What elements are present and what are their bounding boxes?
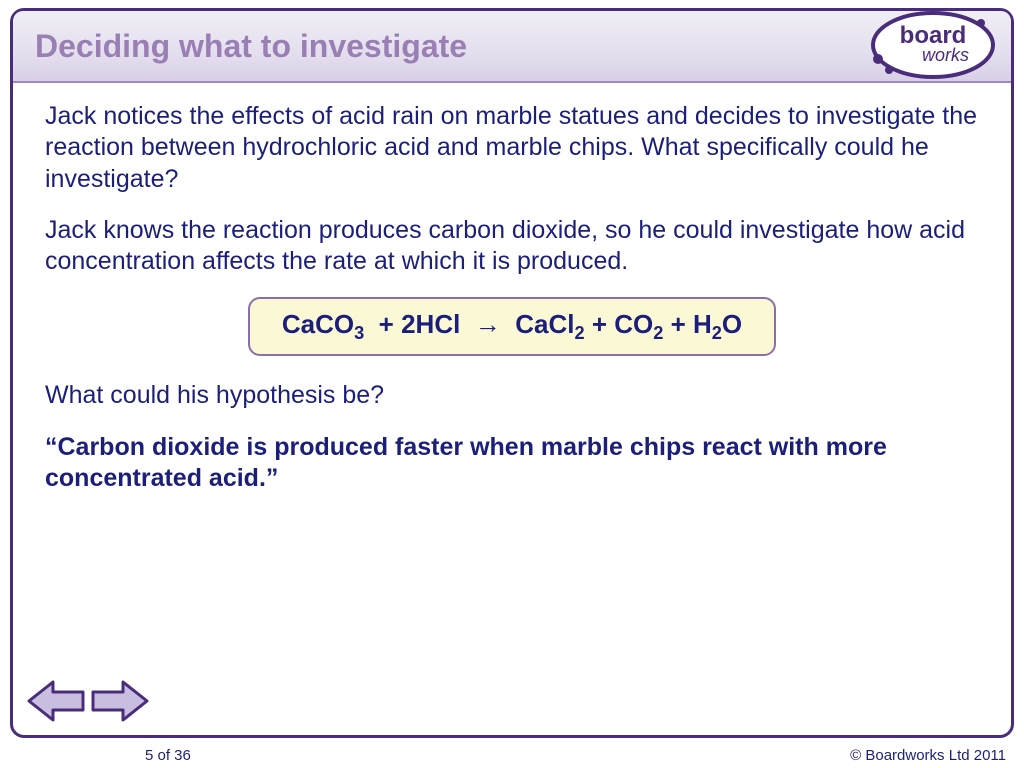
paragraph-3: What could his hypothesis be? bbox=[45, 380, 979, 411]
logo-text-bottom: works bbox=[922, 45, 969, 65]
footer-bar: 5 of 36 © Boardworks Ltd 2011 bbox=[0, 740, 1024, 768]
nav-arrows bbox=[27, 678, 149, 729]
boardworks-logo: board works bbox=[851, 5, 1001, 87]
hypothesis-text: “Carbon dioxide is produced faster when … bbox=[45, 432, 979, 495]
prev-button[interactable] bbox=[27, 678, 87, 729]
page-indicator: 5 of 36 bbox=[145, 747, 191, 764]
slide-content: Jack notices the effects of acid rain on… bbox=[13, 83, 1011, 504]
slide-header: Deciding what to investigate board works bbox=[13, 11, 1011, 83]
paragraph-1: Jack notices the effects of acid rain on… bbox=[45, 101, 979, 195]
slide-frame: Deciding what to investigate board works… bbox=[10, 8, 1014, 738]
paragraph-2: Jack knows the reaction produces carbon … bbox=[45, 215, 979, 278]
slide-title: Deciding what to investigate bbox=[35, 28, 467, 65]
copyright-text: © Boardworks Ltd 2011 bbox=[850, 747, 1006, 764]
chemical-equation: CaCO3 + 2HCl → CaCl2 + CO2 + H2O bbox=[248, 297, 776, 356]
equation-container: CaCO3 + 2HCl → CaCl2 + CO2 + H2O bbox=[45, 297, 979, 356]
next-button[interactable] bbox=[89, 678, 149, 729]
